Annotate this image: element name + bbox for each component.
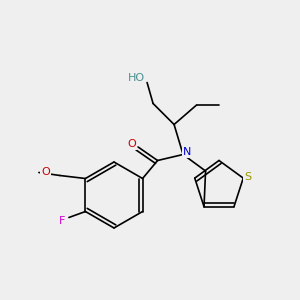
Text: O: O — [41, 167, 50, 177]
Text: HO: HO — [128, 73, 145, 83]
Text: F: F — [59, 215, 65, 226]
Text: O: O — [127, 139, 136, 149]
Text: S: S — [244, 172, 251, 182]
Text: N: N — [183, 146, 191, 157]
